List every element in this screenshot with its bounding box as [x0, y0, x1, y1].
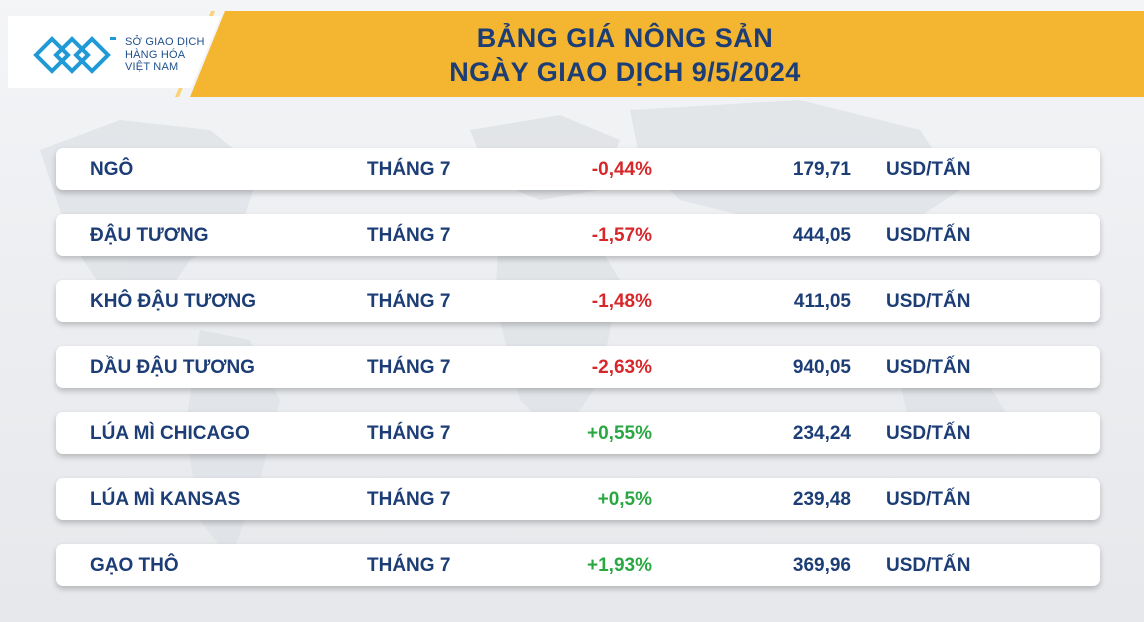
- price-value: 234,24: [792, 423, 851, 444]
- price-change: +0,5%: [597, 489, 652, 510]
- commodity-name: DẦU ĐẬU TƯƠNG: [90, 357, 255, 378]
- table-row: LÚA MÌ CHICAGO THÁNG 7 +0,55% 234,24 USD…: [56, 412, 1100, 454]
- price-unit: USD/TẤN: [886, 291, 971, 312]
- price-unit: USD/TẤN: [886, 357, 971, 378]
- contract-month: THÁNG 7: [367, 489, 451, 510]
- contract-month: THÁNG 7: [367, 225, 451, 246]
- commodity-name: KHÔ ĐẬU TƯƠNG: [90, 291, 257, 312]
- logo-line-1: SỞ GIAO DỊCH: [125, 36, 205, 48]
- page-title: BẢNG GIÁ NÔNG SẢN NGÀY GIAO DỊCH 9/5/202…: [400, 21, 850, 89]
- price-change: -2,63%: [591, 357, 652, 378]
- price-value: 444,05: [792, 225, 851, 246]
- contract-month: THÁNG 7: [367, 357, 451, 378]
- price-unit: USD/TẤN: [886, 159, 971, 180]
- table-row: LÚA MÌ KANSAS THÁNG 7 +0,5% 239,48 USD/T…: [56, 478, 1100, 520]
- contract-month: THÁNG 7: [367, 555, 451, 576]
- commodity-name: GẠO THÔ: [90, 555, 179, 576]
- logo-text: SỞ GIAO DỊCH HÀNG HÓA VIỆT NAM: [125, 36, 205, 74]
- price-change: -1,57%: [591, 225, 652, 246]
- logo: SỞ GIAO DỊCH HÀNG HÓA VIỆT NAM: [8, 16, 221, 88]
- price-unit: USD/TẤN: [886, 555, 971, 576]
- commodity-name: LÚA MÌ CHICAGO: [90, 423, 250, 444]
- banner-background: [190, 11, 1144, 97]
- logo-line-2: HÀNG HÓA: [125, 48, 186, 61]
- price-value: 369,96: [792, 555, 851, 576]
- price-change: +1,93%: [587, 555, 652, 576]
- table-row: ĐẬU TƯƠNG THÁNG 7 -1,57% 444,05 USD/TẤN: [56, 214, 1100, 256]
- contract-month: THÁNG 7: [367, 423, 451, 444]
- price-unit: USD/TẤN: [886, 423, 971, 444]
- table-row: GẠO THÔ THÁNG 7 +1,93% 369,96 USD/TẤN: [56, 544, 1100, 586]
- commodity-name: NGÔ: [90, 159, 134, 180]
- mxv-logo-icon: [33, 36, 116, 74]
- price-unit: USD/TẤN: [886, 489, 971, 510]
- contract-month: THÁNG 7: [367, 291, 451, 312]
- price-change: -1,48%: [591, 291, 652, 312]
- title-line-2: NGÀY GIAO DỊCH 9/5/2024: [449, 57, 801, 87]
- table-row: DẦU ĐẬU TƯƠNG THÁNG 7 -2,63% 940,05 USD/…: [56, 346, 1100, 388]
- title-line-1: BẢNG GIÁ NÔNG SẢN: [476, 23, 774, 53]
- price-change: -0,44%: [591, 159, 652, 180]
- contract-month: THÁNG 7: [367, 159, 451, 180]
- price-value: 940,05: [792, 357, 851, 378]
- price-value: 179,71: [792, 159, 851, 180]
- commodity-name: ĐẬU TƯƠNG: [90, 225, 209, 246]
- logo-line-3: VIỆT NAM: [125, 61, 179, 73]
- price-change: +0,55%: [587, 423, 652, 444]
- commodity-name: LÚA MÌ KANSAS: [90, 489, 241, 510]
- header-banner: SỞ GIAO DỊCH HÀNG HÓA VIỆT NAM BẢNG GIÁ …: [0, 11, 1144, 97]
- table-row: NGÔ THÁNG 7 -0,44% 179,71 USD/TẤN: [56, 148, 1100, 190]
- price-unit: USD/TẤN: [886, 225, 971, 246]
- table-row: KHÔ ĐẬU TƯƠNG THÁNG 7 -1,48% 411,05 USD/…: [56, 280, 1100, 322]
- price-value: 411,05: [793, 291, 851, 312]
- price-value: 239,48: [792, 489, 851, 510]
